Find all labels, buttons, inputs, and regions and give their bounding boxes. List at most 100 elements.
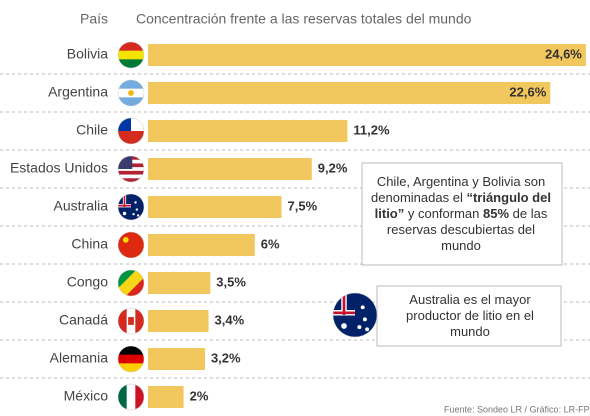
flag-border <box>117 41 145 69</box>
value-label: 6% <box>261 236 280 251</box>
flag <box>118 118 144 144</box>
annotation-text: mundo <box>441 238 481 253</box>
annotation-text: denominadas el <box>371 190 466 205</box>
flag-border <box>117 307 145 335</box>
annotation-text: reservas descubiertas del <box>387 222 535 237</box>
flag-stripe <box>118 363 144 372</box>
annotation-line: denominadas el “triángulo del <box>371 190 551 205</box>
annotation-box <box>361 162 563 266</box>
annotation-text: y conforman <box>404 206 483 221</box>
flag <box>118 308 144 334</box>
flag-star <box>135 208 139 211</box>
value-label: 11,2% <box>353 122 390 137</box>
flag-stripe <box>135 384 144 410</box>
annotation-line: reservas descubiertas del <box>387 222 535 237</box>
flag-stripe <box>118 167 144 172</box>
value-label: 9,2% <box>318 160 348 175</box>
flag <box>118 80 144 106</box>
flag-stripe <box>118 232 144 258</box>
flag-stripe <box>118 42 144 52</box>
annotation-text: Australia es el mayor <box>409 292 531 307</box>
category-label: China <box>71 236 108 252</box>
annotation-line: mundo <box>450 324 490 339</box>
bar <box>148 158 312 180</box>
category-label: Australia <box>54 198 109 214</box>
annotation-line: litio” y conforman 85% de las <box>375 206 548 221</box>
value-label: 22,6% <box>509 84 546 99</box>
flag <box>118 384 144 410</box>
category-label: Argentina <box>48 84 108 100</box>
bar <box>148 120 348 142</box>
category-label: Canadá <box>59 312 108 328</box>
annotation-text: de las <box>509 206 548 221</box>
flag-cross <box>118 194 131 207</box>
source: Fuente: Sondeo LR / Gráfico: LR-FP <box>444 404 590 414</box>
annotation-text: “triángulo del <box>466 190 551 205</box>
flag-stripe <box>126 384 136 410</box>
bar <box>148 44 586 66</box>
value-label: 3,2% <box>211 350 241 365</box>
flag-border <box>117 269 145 297</box>
flag-border <box>117 155 145 183</box>
annotation-line: mundo <box>441 238 481 253</box>
flag-stripe <box>118 354 144 364</box>
chart-title: Concentración frente a las reservas tota… <box>136 11 472 27</box>
flag-stripe <box>118 308 128 334</box>
flag-stripe <box>135 308 144 334</box>
category-header: País <box>80 11 108 27</box>
annotation-text: mundo <box>450 324 490 339</box>
flag-cross <box>333 293 355 315</box>
flag <box>118 270 144 296</box>
annotation-line: Australia es el mayor <box>409 292 531 307</box>
value-label: 2% <box>190 388 209 403</box>
flag-stripe <box>118 384 128 410</box>
flag-part <box>118 270 137 289</box>
flag-stripe <box>118 170 144 176</box>
bar <box>148 386 184 408</box>
bar <box>148 82 551 104</box>
flag-stripe <box>118 50 144 60</box>
annotation-line: Chile, Argentina y Bolivia son <box>377 174 545 189</box>
category-label: Congo <box>67 274 108 290</box>
flag-stripe <box>118 97 144 106</box>
category-label: Estados Unidos <box>10 160 108 176</box>
flag-stripe <box>118 131 144 144</box>
category-label: Chile <box>76 122 108 138</box>
value-label: 3,5% <box>216 274 246 289</box>
flag-stripe <box>118 80 144 90</box>
flag-border <box>117 193 145 221</box>
flag <box>118 194 144 220</box>
bar <box>148 196 282 218</box>
annotation-text: productor de litio en el <box>406 308 534 323</box>
flag-part <box>125 277 144 296</box>
flag-star <box>360 305 365 310</box>
flag-stripe <box>118 346 144 356</box>
flag-canton <box>118 156 133 169</box>
bar <box>148 348 205 370</box>
annotation-text: 85% <box>483 206 509 221</box>
flag <box>118 232 144 258</box>
flag <box>118 42 144 68</box>
annotation-text: Chile, Argentina y Bolivia son <box>377 174 545 189</box>
category-label: Bolivia <box>67 46 108 62</box>
flag-border <box>332 292 378 338</box>
flag-border <box>117 117 145 145</box>
annotation-line: productor de litio en el <box>406 308 534 323</box>
flag-border <box>117 345 145 373</box>
value-label: 3,4% <box>215 312 245 327</box>
bar <box>148 310 209 332</box>
annotation-box <box>376 285 562 347</box>
flag-star <box>362 317 367 322</box>
flag-star <box>122 236 129 243</box>
value-label: 24,6% <box>545 46 582 61</box>
flag <box>118 346 144 372</box>
category-label: México <box>64 388 109 404</box>
flag-border <box>117 231 145 259</box>
flag-stripe <box>118 178 144 182</box>
flag-star <box>365 327 370 332</box>
flag-sun <box>128 90 134 96</box>
flag-stripe <box>118 174 144 179</box>
flag-star <box>132 212 135 216</box>
category-label: Alemania <box>50 350 109 366</box>
